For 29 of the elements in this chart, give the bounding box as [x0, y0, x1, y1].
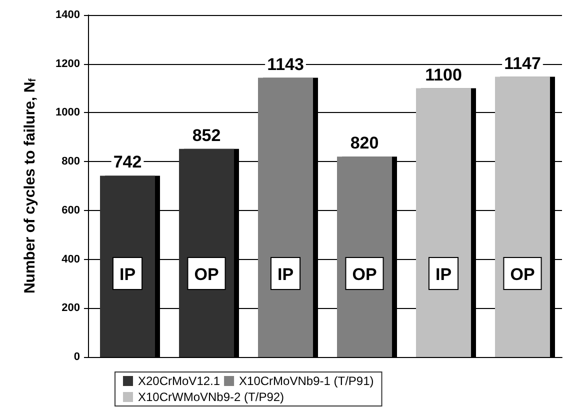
y-tick-label: 0	[74, 351, 80, 363]
data-label: 852	[192, 126, 221, 145]
y-tick-label: 200	[62, 302, 80, 314]
bar	[179, 148, 234, 357]
y-tick-label: 600	[62, 204, 80, 216]
y-axis-title: Number of cycles to failure, Nf	[22, 78, 38, 294]
y-tick-label: 1000	[56, 106, 80, 119]
y-tick-label: 1400	[56, 9, 80, 21]
x-tick-label: IP	[119, 265, 136, 284]
x-tick-label: IP	[277, 265, 294, 284]
bar	[258, 78, 313, 357]
data-label: 820	[350, 134, 379, 153]
bar	[495, 76, 550, 357]
y-tick-label: 400	[62, 253, 80, 266]
x-tick-label: OP	[510, 265, 535, 284]
x-tick-label: OP	[194, 265, 219, 284]
x-tick-label: IP	[435, 265, 452, 284]
data-label: 1143	[267, 54, 304, 74]
data-label: 1147	[504, 54, 541, 73]
data-label: 1100	[425, 65, 462, 84]
data-label: 742	[113, 152, 142, 172]
bar	[416, 88, 471, 357]
legend-label: X20CrMoV12.1	[138, 374, 220, 388]
y-tick-label: 1200	[56, 58, 80, 70]
bar	[100, 176, 155, 357]
y-tick-label: 800	[62, 156, 80, 168]
legend-label: X10CrMoVNb9-1 (T/P91)	[239, 374, 374, 388]
legend-label: X10CrWMoVNb9-2 (T/P92)	[138, 390, 284, 404]
x-tick-label: OP	[352, 265, 377, 284]
